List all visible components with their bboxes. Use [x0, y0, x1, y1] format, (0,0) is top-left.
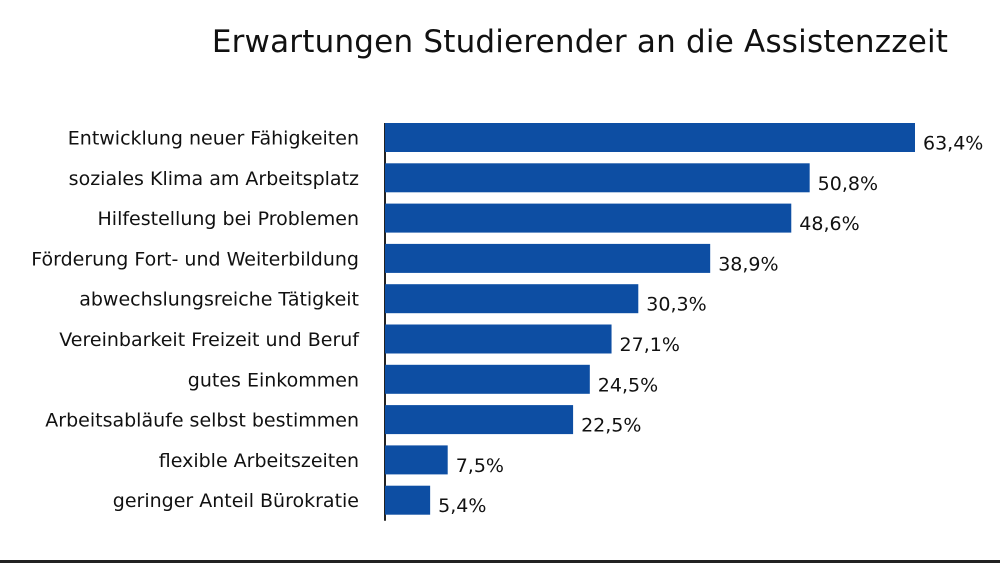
category-label-5: abwechslungsreiche Tätigkeit	[79, 289, 359, 311]
category-label-9: flexible Arbeitszeiten	[159, 450, 359, 472]
value-label-6: 27,1%	[620, 334, 680, 356]
category-labels-group: Entwicklung neuer Fähigkeiten soziales Kl…	[31, 128, 360, 513]
bar-10	[385, 485, 431, 515]
bar-9	[385, 445, 448, 475]
category-label-10: geringer Anteil Bürokratie	[113, 490, 359, 512]
bar-4	[385, 243, 711, 273]
chart-title: Erwartungen Studierender an die Assisten…	[211, 24, 949, 60]
value-labels-group: 63,4% 50,8% 48,6% 38,9% 30,3% 27,1% 24,5% 22,5%…	[438, 133, 983, 518]
category-label-2: soziales Klima am Arbeitsplatz	[69, 168, 359, 190]
value-label-7: 24,5%	[598, 374, 658, 396]
value-label-1: 63,4%	[923, 133, 983, 155]
value-label-2: 50,8%	[818, 173, 878, 195]
category-label-1: Entwicklung neuer Fähigkeiten	[68, 128, 359, 150]
value-label-8: 22,5%	[581, 415, 641, 437]
category-label-6: Vereinbarkeit Freizeit und Beruf	[59, 329, 360, 351]
value-label-9: 7,5%	[456, 455, 504, 477]
bar-6	[385, 324, 612, 354]
bar-1	[385, 123, 915, 152]
value-label-5: 30,3%	[646, 294, 706, 316]
value-label-10: 5,4%	[438, 495, 486, 517]
value-label-3: 48,6%	[799, 213, 859, 235]
bar-5	[385, 284, 639, 314]
bar-7	[385, 364, 590, 394]
value-label-4: 38,9%	[718, 253, 778, 275]
bar-8	[385, 405, 574, 435]
category-label-7: gutes Einkommen	[188, 369, 359, 391]
bars-group	[385, 123, 915, 515]
category-label-4: Förderung Fort- und Weiterbildung	[31, 248, 359, 270]
bar-2	[385, 163, 810, 193]
bar-3	[385, 203, 792, 233]
category-label-3: Hilfestellung bei Problemen	[98, 208, 359, 230]
category-label-8: Arbeitsabläufe selbst bestimmen	[45, 410, 359, 432]
